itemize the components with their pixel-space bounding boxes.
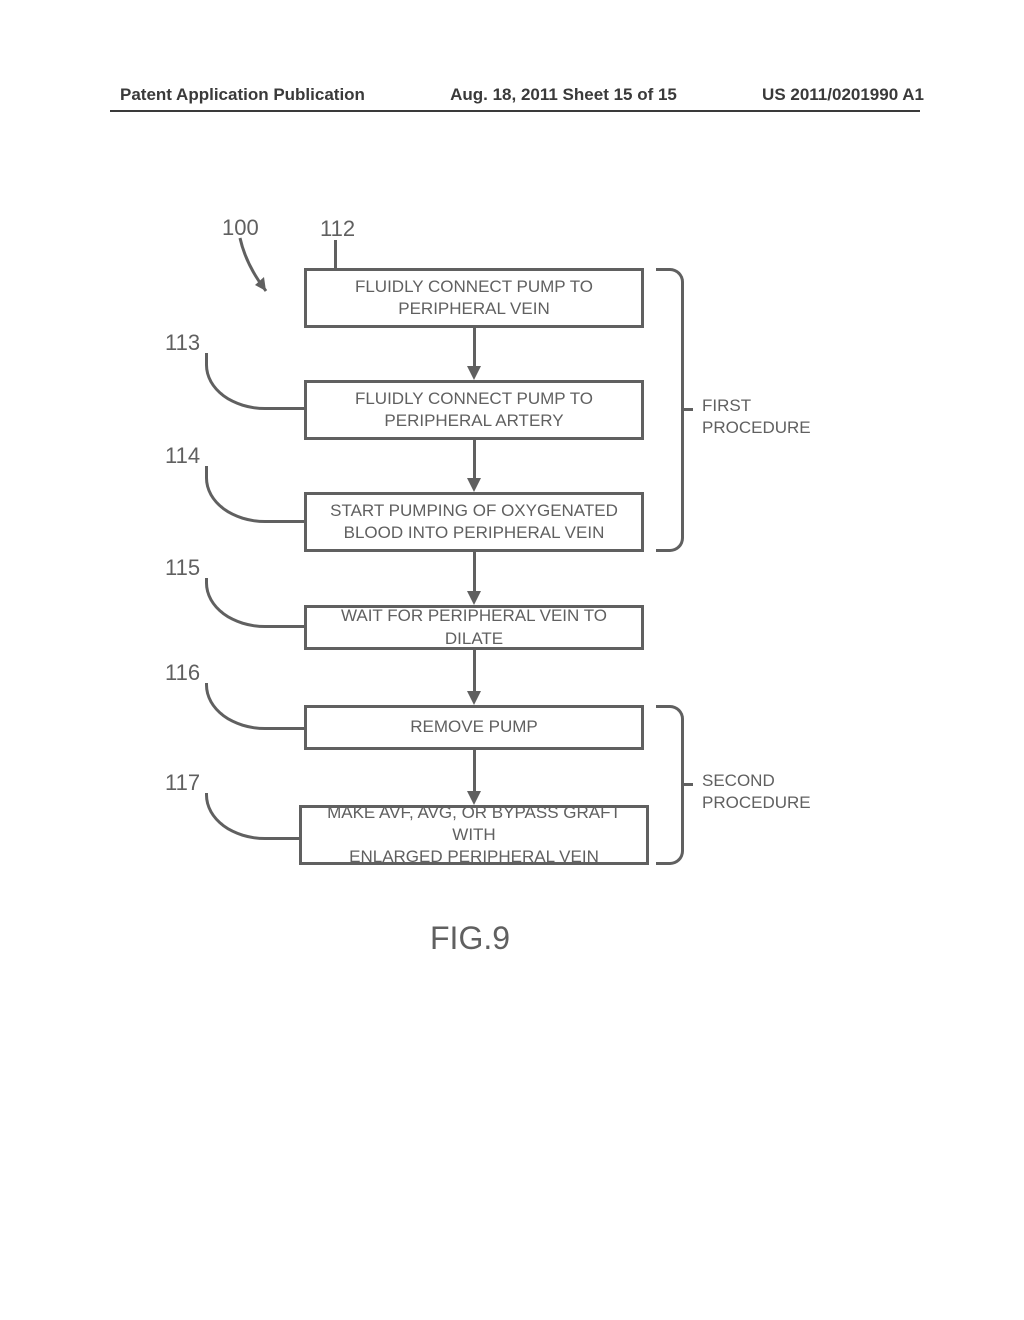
arrow-113-114-head bbox=[467, 478, 481, 492]
arrow-113-114-line bbox=[473, 440, 476, 480]
arrow-114-115-line bbox=[473, 552, 476, 593]
box-117-text: MAKE AVF, AVG, OR BYPASS GRAFT WITHENLAR… bbox=[312, 802, 636, 868]
ref-116: 116 bbox=[165, 660, 200, 686]
brace-second-top bbox=[656, 705, 684, 785]
arrow-115-116-head bbox=[467, 691, 481, 705]
brace-first-label: FIRSTPROCEDURE bbox=[702, 395, 811, 439]
ref-113: 113 bbox=[165, 330, 200, 356]
arrow-116-117-head bbox=[467, 791, 481, 805]
ref-115: 115 bbox=[165, 555, 200, 581]
figure-label: FIG.9 bbox=[430, 920, 510, 957]
lead-116 bbox=[205, 683, 304, 730]
brace-second-bot bbox=[656, 786, 684, 865]
arrow-114-115-head bbox=[467, 591, 481, 605]
brace-first-top bbox=[656, 268, 684, 410]
box-112: FLUIDLY CONNECT PUMP TOPERIPHERAL VEIN bbox=[304, 268, 644, 328]
lead-115 bbox=[205, 578, 304, 628]
box-115: WAIT FOR PERIPHERAL VEIN TO DILATE bbox=[304, 605, 644, 650]
box-113-text: FLUIDLY CONNECT PUMP TOPERIPHERAL ARTERY bbox=[355, 388, 593, 432]
box-116-text: REMOVE PUMP bbox=[410, 716, 538, 738]
box-113: FLUIDLY CONNECT PUMP TOPERIPHERAL ARTERY bbox=[304, 380, 644, 440]
box-117: MAKE AVF, AVG, OR BYPASS GRAFT WITHENLAR… bbox=[299, 805, 649, 865]
box-112-text: FLUIDLY CONNECT PUMP TOPERIPHERAL VEIN bbox=[355, 276, 593, 320]
box-114: START PUMPING OF OXYGENATEDBLOOD INTO PE… bbox=[304, 492, 644, 552]
lead-113 bbox=[205, 353, 304, 410]
arrow-115-116-line bbox=[473, 650, 476, 693]
lead-117 bbox=[205, 793, 299, 840]
arrow-112-113-head bbox=[467, 366, 481, 380]
flowchart-fig9: 100 112 113 114 115 116 117 FLUIDLY CONN… bbox=[0, 0, 1024, 1320]
ref-117: 117 bbox=[165, 770, 200, 796]
lead-100-arrow bbox=[228, 235, 288, 305]
lead-114 bbox=[205, 466, 304, 523]
box-114-text: START PUMPING OF OXYGENATEDBLOOD INTO PE… bbox=[330, 500, 618, 544]
arrow-116-117-line bbox=[473, 750, 476, 793]
box-115-text: WAIT FOR PERIPHERAL VEIN TO DILATE bbox=[317, 605, 631, 649]
box-116: REMOVE PUMP bbox=[304, 705, 644, 750]
arrow-112-113-line bbox=[473, 328, 476, 368]
lead-112 bbox=[334, 240, 337, 268]
ref-114: 114 bbox=[165, 443, 200, 469]
brace-first-bot bbox=[656, 411, 684, 552]
brace-second-label: SECONDPROCEDURE bbox=[702, 770, 811, 814]
ref-112: 112 bbox=[320, 216, 355, 242]
